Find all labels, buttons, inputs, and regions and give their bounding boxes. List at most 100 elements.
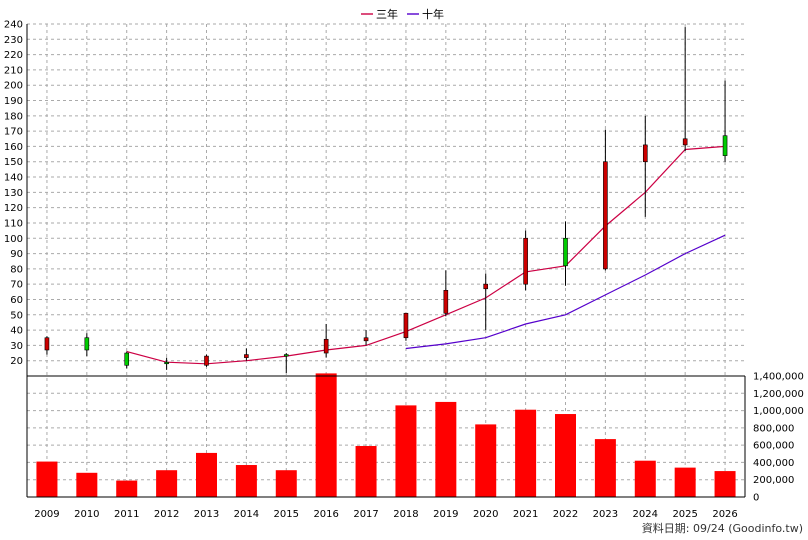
x-tick-label: 2012 <box>154 509 179 520</box>
price-tick-label: 110 <box>4 218 23 229</box>
candle-body <box>443 289 449 314</box>
candlesticks <box>44 27 728 373</box>
price-tick-label: 210 <box>4 65 23 76</box>
price-grid <box>27 23 745 497</box>
price-tick-label: 80 <box>10 264 23 275</box>
x-tick-label: 2019 <box>433 509 458 520</box>
candle-body <box>403 312 409 339</box>
volume-bar <box>76 472 98 497</box>
candle <box>283 353 289 373</box>
candle-body <box>44 337 50 351</box>
x-tick-label: 2011 <box>114 509 139 520</box>
volume-bar <box>196 452 217 497</box>
price-tick-label: 220 <box>4 50 23 61</box>
x-tick-label: 2020 <box>473 509 498 520</box>
candle <box>523 230 528 291</box>
source-note: 資料日期: 09/24 (Goodinfo.tw) <box>642 521 803 535</box>
price-tick-label: 240 <box>4 20 23 31</box>
candle <box>483 273 489 331</box>
volume-bar <box>634 460 656 497</box>
candle-body <box>124 352 130 366</box>
candle-body <box>682 138 688 146</box>
legend-entry: 十年 <box>422 7 444 21</box>
volume-bar <box>475 424 497 497</box>
price-tick-label: 100 <box>4 234 23 245</box>
volume-bar <box>275 470 297 497</box>
x-tick-label: 2025 <box>672 509 697 520</box>
candle <box>722 80 728 162</box>
candle-body <box>603 161 608 270</box>
candle <box>443 270 449 317</box>
volume-bar <box>116 480 138 497</box>
candle <box>403 312 409 341</box>
x-tick-label: 2022 <box>553 509 578 520</box>
x-tick-label: 2016 <box>313 509 338 520</box>
volume-bar <box>36 461 58 497</box>
volume-bar <box>235 465 257 497</box>
volume-bar <box>355 446 377 497</box>
x-tick-label: 2009 <box>34 509 59 520</box>
price-tick-label: 120 <box>4 203 23 214</box>
volume-bar <box>156 470 178 497</box>
candle <box>84 333 90 357</box>
volume-tick-label: 0 <box>753 493 759 504</box>
candle-body <box>363 337 369 342</box>
axes: 20 30 40 50 60 70 80 90 100 110 120 130 140 150 160 170… <box>4 20 804 521</box>
price-tick-label: 150 <box>4 157 23 168</box>
volume-tick-label: 800,000 <box>753 423 794 434</box>
candle <box>363 330 369 346</box>
candle <box>44 336 50 355</box>
price-tick-label: 200 <box>4 81 23 92</box>
volume-tick-label: 1,000,000 <box>753 406 804 417</box>
candle-body <box>244 354 249 358</box>
series-line-三年 <box>126 145 726 365</box>
moving-average-lines <box>126 145 726 365</box>
candle-body <box>323 338 329 354</box>
x-tick-label: 2024 <box>633 509 658 520</box>
volume-tick-label: 600,000 <box>753 441 794 452</box>
price-tick-label: 40 <box>10 326 23 337</box>
candle <box>563 221 568 286</box>
x-tick-label: 2021 <box>513 509 538 520</box>
volume-bar <box>594 439 616 497</box>
x-tick-label: 2026 <box>712 509 737 520</box>
candle <box>603 129 608 271</box>
candle-body <box>563 237 568 267</box>
volume-bar <box>315 373 337 497</box>
candle-body <box>283 354 289 357</box>
price-tick-label: 190 <box>4 96 23 107</box>
price-tick-label: 130 <box>4 188 23 199</box>
x-tick-label: 2023 <box>593 509 618 520</box>
x-tick-label: 2015 <box>274 509 299 520</box>
volume-bar <box>515 409 537 497</box>
x-tick-label: 2014 <box>234 509 259 520</box>
legend: 三年 十年 <box>361 7 444 21</box>
legend-entry: 三年 <box>376 7 398 21</box>
price-tick-label: 50 <box>10 310 23 321</box>
volume-bar <box>714 471 736 497</box>
candle-body <box>483 283 489 290</box>
x-tick-label: 2013 <box>194 509 219 520</box>
volume-bar <box>435 401 457 497</box>
volume-bar <box>555 414 576 497</box>
candle <box>642 115 648 217</box>
price-tick-label: 70 <box>10 280 23 291</box>
price-tick-label: 180 <box>4 111 23 122</box>
volume-tick-label: 200,000 <box>753 475 794 486</box>
volume-bar <box>395 405 417 497</box>
x-tick-label: 2017 <box>353 509 378 520</box>
volume-tick-label: 1,400,000 <box>753 372 804 383</box>
candle-body <box>164 361 169 365</box>
price-tick-label: 90 <box>10 249 23 260</box>
candle <box>323 323 329 358</box>
price-tick-label: 230 <box>4 35 23 46</box>
candle-body <box>642 144 648 163</box>
candle <box>164 357 169 370</box>
x-tick-label: 2018 <box>393 509 418 520</box>
candle-body <box>204 355 209 366</box>
candle <box>124 351 130 369</box>
volume-bars <box>36 373 736 497</box>
candle <box>682 27 688 152</box>
price-tick-label: 140 <box>4 173 23 184</box>
